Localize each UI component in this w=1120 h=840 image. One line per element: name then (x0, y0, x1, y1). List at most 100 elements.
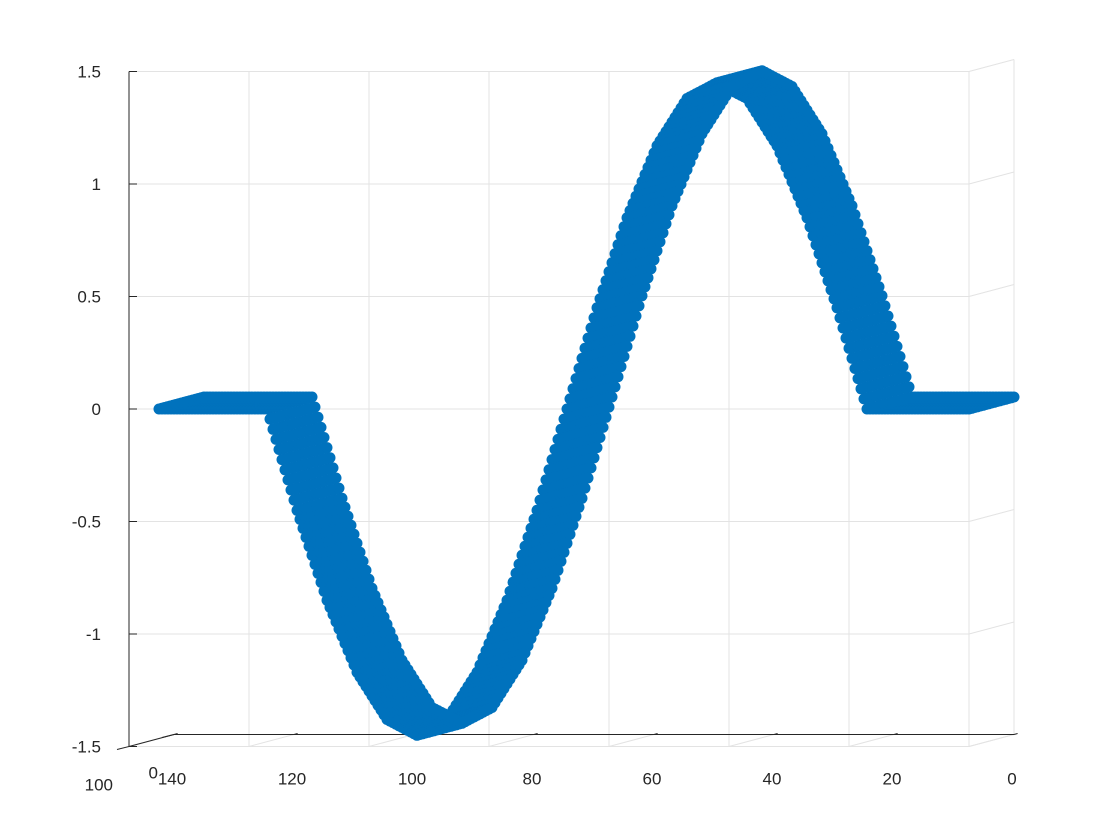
data-point (864, 254, 876, 266)
data-point (552, 564, 564, 576)
data-point (654, 236, 666, 248)
data-point (888, 330, 900, 342)
grid-line-side (968, 284, 1015, 297)
data-point (318, 432, 330, 443)
data-point (879, 300, 891, 312)
x-tick-label: 0 (1007, 770, 1016, 789)
x-tick-mark (893, 733, 898, 735)
data-point (615, 361, 627, 373)
data-point (849, 209, 861, 221)
data-point (885, 320, 897, 332)
data-point (639, 281, 651, 293)
data-point (855, 227, 867, 239)
data-point (597, 421, 609, 433)
data-point (645, 263, 657, 275)
z-tick-label: 0 (92, 400, 101, 419)
z-tick-label: -1 (86, 625, 101, 644)
data-point (585, 462, 597, 474)
grid-line-floor (728, 734, 775, 747)
x-tick-label: 80 (523, 770, 542, 789)
data-point (198, 391, 210, 403)
grid-line-floor (848, 734, 895, 747)
data-point (630, 310, 642, 322)
data-points (153, 65, 1020, 741)
y-tick-label: 0 (149, 764, 158, 783)
data-point (591, 442, 603, 454)
data-point (549, 573, 561, 585)
x-tick-mark (653, 733, 658, 735)
data-point (345, 519, 357, 531)
data-point (663, 209, 675, 221)
grid-line-side (968, 509, 1015, 522)
x-tick-mark (773, 733, 778, 735)
data-point (621, 340, 633, 352)
data-point (897, 361, 909, 373)
data-point (558, 546, 570, 558)
z-tick-label: 0.5 (77, 288, 101, 307)
data-point (348, 528, 360, 540)
data-point (609, 381, 621, 393)
data-point (894, 351, 906, 362)
z-tick-label: 1 (92, 175, 101, 194)
grid-line-floor (248, 734, 295, 747)
data-point (324, 452, 336, 464)
grid-line-side (968, 621, 1015, 635)
data-point (309, 401, 321, 413)
data-point (900, 371, 912, 383)
data-point (867, 263, 879, 275)
data-point (570, 510, 582, 522)
x-tick-label: 140 (158, 770, 186, 789)
data-point (666, 200, 678, 212)
data-point (600, 411, 612, 423)
data-point (858, 236, 870, 248)
data-point (312, 411, 324, 423)
axes (116, 71, 1018, 750)
y-tick-label: 100 (85, 776, 113, 795)
grid-line-floor (368, 734, 415, 747)
data-point (870, 272, 882, 284)
data-point (588, 452, 600, 464)
data-point (861, 245, 873, 257)
data-point (876, 290, 888, 302)
x-tick-label: 40 (763, 770, 782, 789)
data-point (339, 501, 351, 513)
x-tick-mark (293, 733, 298, 735)
data-point (642, 272, 654, 284)
data-point (579, 482, 591, 494)
data-point (633, 300, 645, 312)
data-point (330, 472, 342, 484)
data-point (360, 564, 372, 576)
data-point (651, 245, 663, 257)
x-tick-mark (533, 733, 538, 735)
data-point (594, 432, 606, 443)
data-point (582, 472, 594, 484)
data-point (567, 519, 579, 531)
data-point (363, 573, 375, 585)
data-point (357, 555, 369, 567)
data-point (618, 351, 630, 362)
data-point (366, 582, 378, 594)
data-point (354, 546, 366, 558)
data-point (882, 310, 894, 322)
data-point (336, 492, 348, 504)
data-point (333, 482, 345, 494)
z-tick-label: -1.5 (72, 738, 101, 757)
x-tick-mark (1013, 733, 1018, 735)
data-point (561, 537, 573, 549)
x-tick-label: 60 (643, 770, 662, 789)
grid-line-side (968, 59, 1015, 72)
grid-line-floor (968, 734, 1015, 747)
data-point (648, 254, 660, 266)
x-tick-mark (173, 733, 178, 735)
data-point (903, 381, 915, 393)
data-point (891, 340, 903, 352)
data-point (342, 510, 354, 522)
y-tick-mark (116, 746, 130, 750)
y-tick-mark (161, 734, 175, 738)
grid-line-floor (488, 734, 535, 747)
data-point (624, 330, 636, 342)
x-tick-label: 120 (278, 770, 306, 789)
data-point (351, 537, 363, 549)
